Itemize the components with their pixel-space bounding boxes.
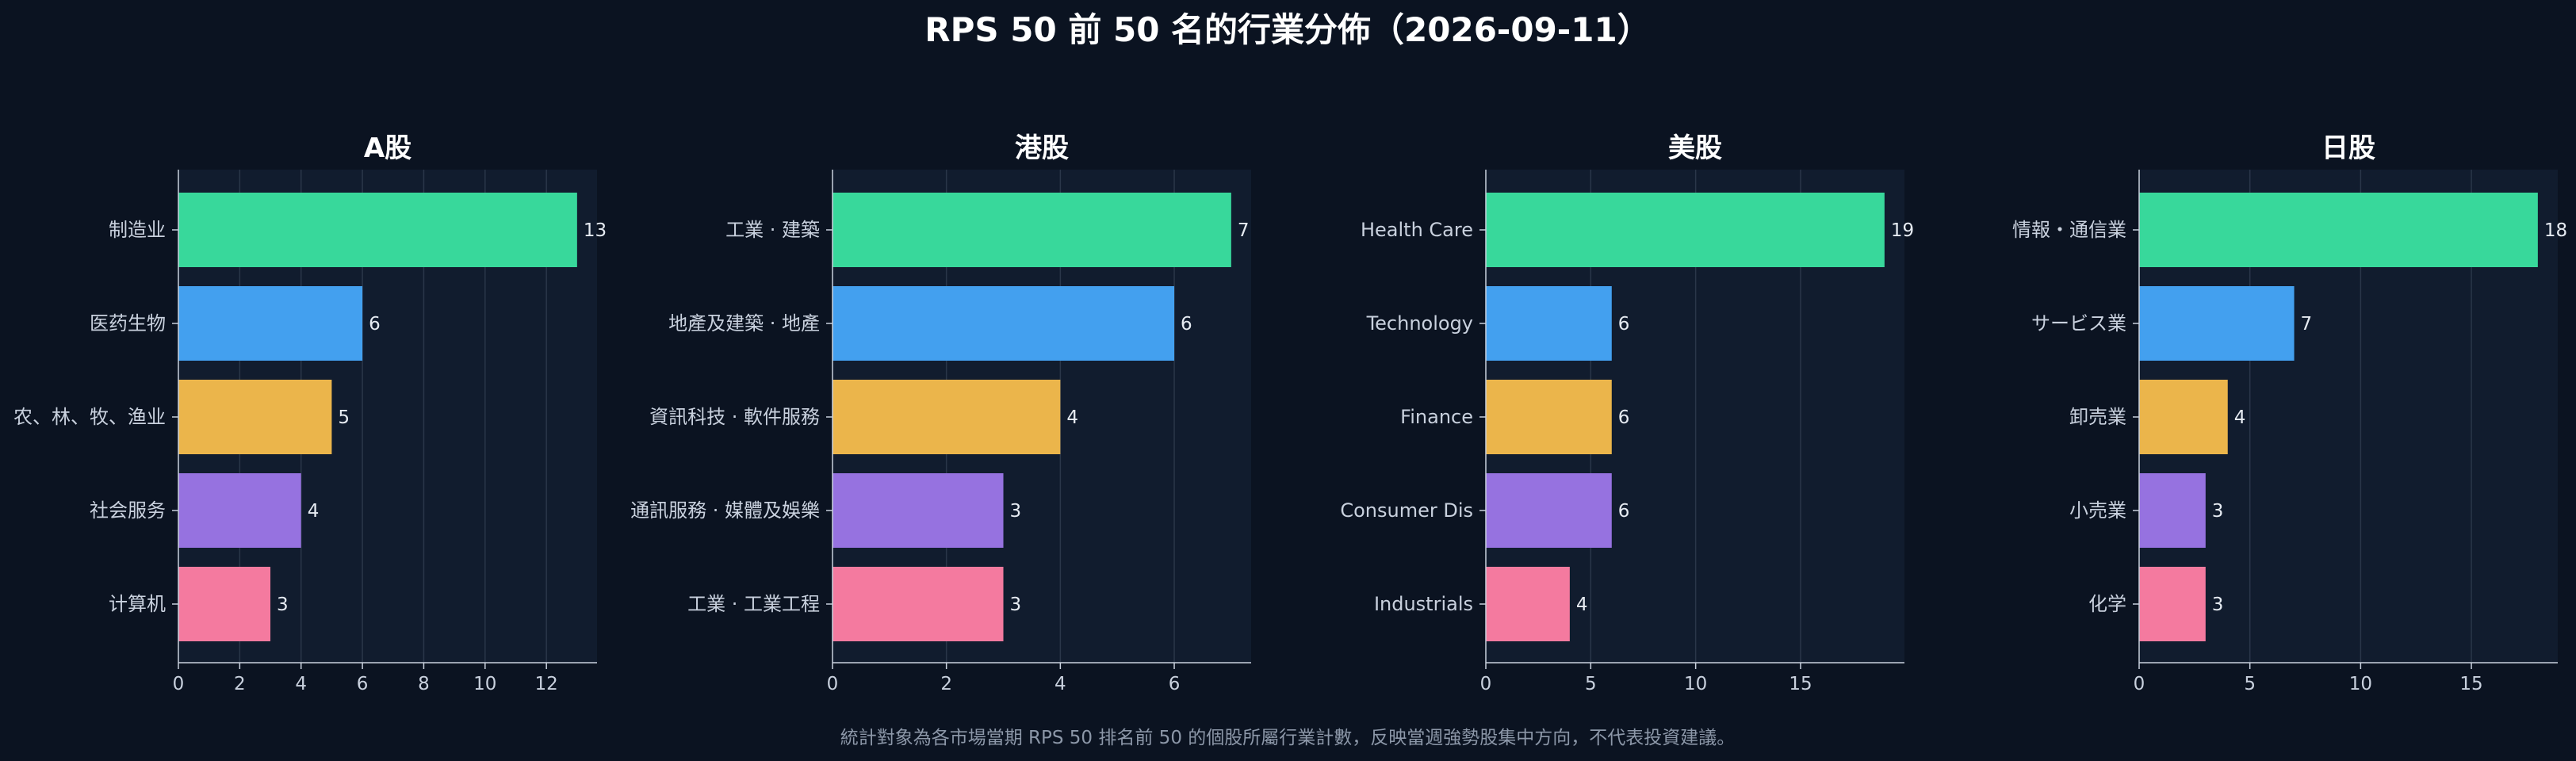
jp-share-value-label: 18 (2544, 220, 2567, 241)
jp-share-category-label: サービス業 (2031, 312, 2126, 335)
hk-share-value-label: 6 (1181, 314, 1192, 335)
a-share-value-label: 13 (584, 220, 607, 241)
a-share-bar (178, 473, 301, 548)
jp-share-category-label: 化学 (2088, 593, 2126, 615)
us-share-x-tick-label: 15 (1789, 674, 1812, 694)
a-share-x-tick-label: 2 (234, 674, 246, 694)
hk-share-bar (833, 473, 1004, 548)
jp-share-bar (2139, 193, 2538, 267)
us-share-value-label: 6 (1618, 501, 1630, 522)
chart-title: RPS 50 前 50 名的行業分佈（2026-09-11） (924, 10, 1650, 49)
us-share-title: 美股 (1668, 132, 1722, 164)
hk-share-category-label: 資訊科技 · 軟件服務 (649, 406, 820, 428)
hk-share-x-tick-label: 2 (940, 674, 952, 694)
a-share-category-label: 计算机 (109, 593, 166, 615)
hk-share-bar (833, 286, 1175, 361)
a-share-category-label: 制造业 (109, 219, 166, 241)
us-share-bar (1486, 286, 1612, 361)
jp-share-bar (2139, 567, 2206, 641)
jp-share-bar (2139, 286, 2295, 361)
hk-share-bar (833, 567, 1004, 641)
a-share-bar (178, 193, 577, 267)
a-share-x-tick-label: 10 (473, 674, 496, 694)
a-share-category-label: 社会服务 (90, 499, 166, 522)
a-share-value-label: 6 (369, 314, 381, 335)
a-share-x-tick-label: 4 (295, 674, 307, 694)
jp-share-x-tick-label: 10 (2349, 674, 2372, 694)
us-share-category-label: Health Care (1361, 219, 1473, 241)
hk-share-value-label: 3 (1010, 595, 1022, 615)
us-share-bar (1486, 567, 1570, 641)
a-share-panel: A股 0 2 4 6 8 10 12 制造业 13 医药生物 6 农、林、牧、渔业 5 社会服务 4 计算机 3 (13, 132, 607, 694)
us-share-bar (1486, 193, 1885, 267)
a-share-x-tick-label: 8 (418, 674, 430, 694)
jp-share-bar (2139, 380, 2228, 454)
us-share-value-label: 6 (1618, 314, 1630, 335)
a-share-bar (178, 380, 332, 454)
hk-share-category-label: 通訊服務 · 媒體及娛樂 (630, 499, 820, 522)
us-share-category-label: Technology (1366, 312, 1473, 335)
hk-share-category-label: 地產及建築 · 地產 (668, 312, 820, 335)
jp-share-value-label: 3 (2212, 501, 2224, 522)
jp-share-category-label: 小売業 (2069, 499, 2126, 522)
hk-share-bar (833, 380, 1061, 454)
a-share-value-label: 3 (277, 595, 289, 615)
hk-share-x-tick-label: 4 (1055, 674, 1066, 694)
us-share-bar (1486, 380, 1612, 454)
a-share-value-label: 5 (338, 407, 350, 428)
us-share-value-label: 19 (1891, 220, 1914, 241)
jp-share-title: 日股 (2321, 132, 2375, 164)
us-share-value-label: 4 (1576, 595, 1588, 615)
us-share-category-label: Finance (1400, 406, 1473, 428)
hk-share-x-tick-label: 6 (1169, 674, 1181, 694)
us-share-x-tick-label: 10 (1684, 674, 1707, 694)
hk-share-x-tick-label: 0 (827, 674, 839, 694)
a-share-category-label: 医药生物 (90, 312, 166, 335)
jp-share-x-tick-label: 0 (2134, 674, 2145, 694)
a-share-title: A股 (364, 132, 411, 164)
jp-share-value-label: 4 (2234, 407, 2246, 428)
us-share-value-label: 6 (1618, 407, 1630, 428)
us-share-panel: 美股 0 5 10 15 Health Care 19 Technology 6 Finance 6… (1340, 132, 1914, 694)
a-share-bar (178, 567, 271, 641)
hk-share-value-label: 7 (1238, 220, 1250, 241)
us-share-x-tick-label: 5 (1585, 674, 1597, 694)
jp-share-bar (2139, 473, 2206, 548)
us-share-category-label: Consumer Dis (1340, 499, 1473, 522)
a-share-x-tick-label: 12 (535, 674, 558, 694)
us-share-x-tick-label: 0 (1480, 674, 1492, 694)
hk-share-value-label: 4 (1066, 407, 1078, 428)
hk-share-bar (833, 193, 1231, 267)
a-share-x-tick-label: 0 (173, 674, 185, 694)
jp-share-value-label: 3 (2212, 595, 2224, 615)
jp-share-panel: 日股 0 5 10 15 情報・通信業 18 サービス業 7 卸売業 4 小売業 3 化学 3 (2012, 132, 2567, 694)
a-share-x-tick-label: 6 (357, 674, 369, 694)
us-share-category-label: Industrials (1374, 593, 1473, 615)
a-share-category-label: 农、林、牧、渔业 (13, 406, 166, 428)
jp-share-x-tick-label: 15 (2459, 674, 2482, 694)
jp-share-value-label: 7 (2301, 314, 2313, 335)
us-share-bar (1486, 473, 1612, 548)
jp-share-x-tick-label: 5 (2244, 674, 2256, 694)
hk-share-panel: 港股 0 2 4 6 工業 · 建築 7 地產及建築 · 地產 6 資訊科技 · 軟件服務 4 通訊服… (630, 132, 1251, 694)
hk-share-value-label: 3 (1010, 501, 1022, 522)
jp-share-category-label: 卸売業 (2069, 406, 2126, 428)
hk-share-category-label: 工業 · 工業工程 (687, 593, 820, 615)
hk-share-category-label: 工業 · 建築 (725, 219, 820, 241)
a-share-bar (178, 286, 363, 361)
hk-share-title: 港股 (1015, 132, 1069, 164)
jp-share-category-label: 情報・通信業 (2012, 219, 2126, 241)
a-share-value-label: 4 (308, 501, 320, 522)
chart-footnote: 統計對象為各市場當期 RPS 50 排名前 50 的個股所屬行業計數，反映當週強… (840, 728, 1736, 748)
